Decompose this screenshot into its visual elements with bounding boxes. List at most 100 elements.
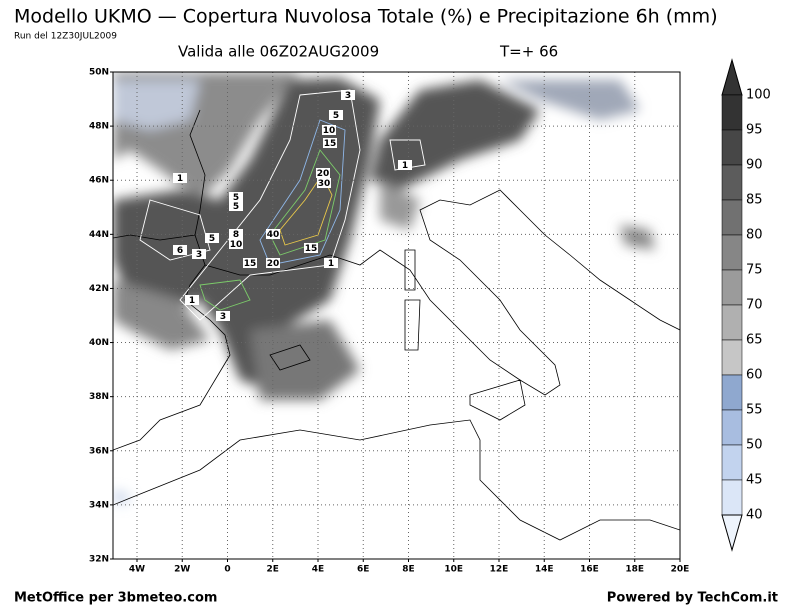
colorbar-segment xyxy=(721,304,743,341)
colorbar-segment xyxy=(721,94,743,131)
cloud-cover xyxy=(113,72,655,505)
contour-label: 15 xyxy=(305,244,318,254)
lon-label: 10E xyxy=(444,565,463,575)
colorbar-segment xyxy=(721,199,743,236)
contour-label-bg xyxy=(322,125,336,135)
colorbar-label: 90 xyxy=(746,158,763,173)
lat-label: 36N xyxy=(89,446,109,456)
graticule xyxy=(113,72,680,559)
contour-label-bg xyxy=(229,192,243,202)
colorbar-top xyxy=(721,58,743,96)
contour-label-bg xyxy=(173,173,187,183)
contour-label-bg xyxy=(317,178,331,188)
lon-label: 20E xyxy=(671,565,690,575)
lon-label: 16E xyxy=(580,565,599,575)
lat-label: 44N xyxy=(89,230,109,240)
lat-label: 34N xyxy=(89,500,109,510)
lon-label: 2W xyxy=(174,565,190,575)
contour-label-bg xyxy=(229,201,243,211)
lat-label: 38N xyxy=(89,392,109,402)
colorbar-label: 55 xyxy=(746,403,763,418)
contour-label: 15 xyxy=(324,139,337,149)
contour-label-bg xyxy=(324,258,338,268)
colorbar-segment xyxy=(721,339,743,376)
lat-label: 40N xyxy=(89,338,109,348)
contour-label: 8 xyxy=(233,230,239,240)
colorbar-segment xyxy=(721,164,743,201)
lat-label: 32N xyxy=(89,555,109,565)
contour-label-bg xyxy=(329,110,343,120)
contour-label: 1 xyxy=(328,259,334,269)
colorbar-segment xyxy=(721,409,743,446)
footer-credit: Powered by TechCom.it xyxy=(607,591,778,606)
contour-label: 3 xyxy=(196,250,202,260)
footer-source: MetOffice per 3bmeteo.com xyxy=(14,591,217,606)
colorbar-segment xyxy=(721,234,743,271)
contour-label: 5 xyxy=(233,202,239,212)
contour-label: 10 xyxy=(230,240,243,250)
lon-label: 18E xyxy=(625,565,644,575)
forecast-step: T=+ 66 xyxy=(499,43,558,61)
colorbar-label: 40 xyxy=(746,508,763,523)
contour-label-bg xyxy=(398,160,412,170)
lon-label: 2E xyxy=(267,565,279,575)
lon-label: 4W xyxy=(129,565,145,575)
contour-label-bg xyxy=(229,239,243,249)
contour-label-bg xyxy=(243,258,257,268)
lat-label: 50N xyxy=(89,68,109,78)
lon-label: 0 xyxy=(224,565,230,575)
lat-label: 42N xyxy=(89,284,109,294)
lon-label: 4E xyxy=(312,565,324,575)
colorbar: 100 95 90 85 80 75 70 65 60 55 50 45 40 xyxy=(721,58,771,552)
lon-label: 12E xyxy=(490,565,509,575)
lon-label: 6E xyxy=(357,565,369,575)
contour-label: 10 xyxy=(323,126,336,136)
coastlines xyxy=(113,109,680,541)
contour-label-bg xyxy=(216,311,230,321)
contour-label: 1 xyxy=(402,161,408,171)
lon-label: 8E xyxy=(402,565,414,575)
colorbar-label: 50 xyxy=(746,438,763,453)
contour-label-bg xyxy=(266,229,280,239)
lat-label: 46N xyxy=(89,176,109,186)
contour-label: 5 xyxy=(233,193,239,203)
contour-label-bg xyxy=(205,233,219,243)
colorbar-label: 65 xyxy=(746,333,763,348)
precipitation-contours xyxy=(139,89,426,321)
contour-label-bg xyxy=(341,90,355,100)
contour-label-bg xyxy=(173,245,187,255)
contour-label-bg xyxy=(229,229,243,239)
contour-label: 15 xyxy=(244,259,257,269)
colorbar-label: 80 xyxy=(746,228,763,243)
contour-label-bg xyxy=(323,138,337,148)
contour-label: 1 xyxy=(177,174,183,184)
lat-label: 48N xyxy=(89,122,109,132)
contour-label: 5 xyxy=(209,234,215,244)
contour-label: 40 xyxy=(267,230,280,240)
title: Modello UKMO — Copertura Nuvolosa Totale… xyxy=(14,6,718,28)
contour-label: 20 xyxy=(267,259,280,269)
colorbar-segment xyxy=(721,269,743,306)
contour-label-bg xyxy=(266,258,280,268)
colorbar-bottom xyxy=(721,514,743,552)
map xyxy=(113,72,680,559)
valid-time: Valida alle 06Z02AUG2009 xyxy=(178,43,379,61)
contour-label: 3 xyxy=(220,312,226,322)
colorbar-label: 85 xyxy=(746,193,763,208)
lon-label: 14E xyxy=(535,565,554,575)
colorbar-segment xyxy=(721,479,743,516)
colorbar-segment xyxy=(721,374,743,411)
colorbar-label: 60 xyxy=(746,368,763,383)
contour-label-bg xyxy=(192,249,206,259)
colorbar-label: 100 xyxy=(746,88,771,103)
contour-label: 5 xyxy=(333,111,339,121)
colorbar-label: 45 xyxy=(746,473,763,488)
contour-label-bg xyxy=(316,168,330,178)
contour-label: 6 xyxy=(177,246,183,256)
colorbar-segment xyxy=(721,444,743,481)
colorbar-label: 75 xyxy=(746,263,763,278)
contour-label: 1 xyxy=(189,296,195,306)
colorbar-segment xyxy=(721,129,743,166)
contour-label: 3 xyxy=(345,91,351,101)
